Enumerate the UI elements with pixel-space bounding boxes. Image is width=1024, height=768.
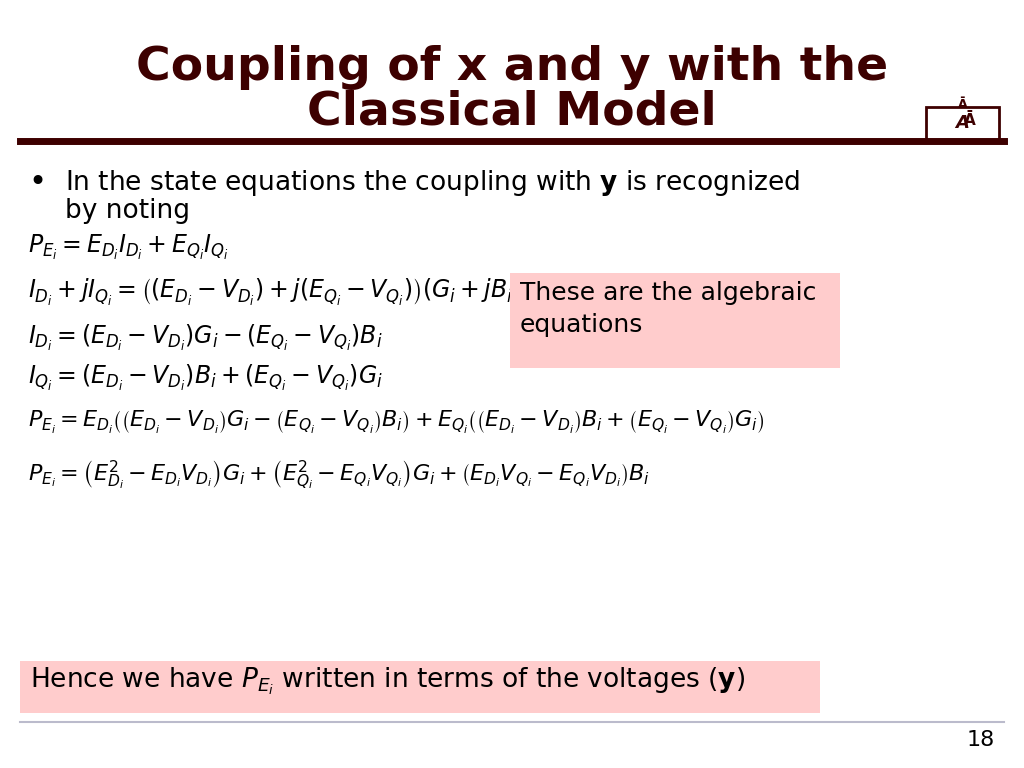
Text: $P_{E_i} = E_{D_i}\left(\left(E_{D_i}-V_{D_i}\right)G_i-\left(E_{Q_i}-V_{Q_i}\ri: $P_{E_i} = E_{D_i}\left(\left(E_{D_i}-V_… [28,408,765,435]
Text: •: • [28,168,46,197]
Text: Hence we have $P_{E_i}$ written in terms of the voltages ($\mathbf{y}$): Hence we have $P_{E_i}$ written in terms… [30,665,745,697]
Text: 18: 18 [967,730,995,750]
Text: Ā: Ā [957,98,968,111]
Text: A: A [955,114,970,132]
Text: In the state equations the coupling with $\mathbf{y}$ is recognized: In the state equations the coupling with… [65,168,800,198]
FancyBboxPatch shape [20,661,820,713]
FancyBboxPatch shape [510,273,840,368]
Text: $I_{D_i} + jI_{Q_i} = \left(\left(E_{D_i}-V_{D_i}\right)+j\left(E_{Q_i}-V_{Q_i}\: $I_{D_i} + jI_{Q_i} = \left(\left(E_{D_i… [28,276,521,307]
Text: $I_{D_i} = \left(E_{D_i}-V_{D_i}\right)G_i - \left(E_{Q_i}-V_{Q_i}\right)B_i$: $I_{D_i} = \left(E_{D_i}-V_{D_i}\right)G… [28,323,383,353]
Text: equations: equations [520,313,643,337]
Text: $P_{E_i} = \left(E_{D_i}^2 - E_{D_i}V_{D_i}\right)G_i + \left(E_{Q_i}^2 - E_{Q_i: $P_{E_i} = \left(E_{D_i}^2 - E_{D_i}V_{D… [28,458,650,492]
Text: $I_{Q_i} = \left(E_{D_i}-V_{D_i}\right)B_i + \left(E_{Q_i}-V_{Q_i}\right)G_i$: $I_{Q_i} = \left(E_{D_i}-V_{D_i}\right)B… [28,363,383,393]
Text: These are the algebraic: These are the algebraic [520,281,816,305]
Text: Ā: Ā [965,113,976,128]
Text: Classical Model: Classical Model [307,90,717,134]
Text: $P_{E_i} = E_{D_i}I_{D_i} + E_{Q_i}I_{Q_i}$: $P_{E_i} = E_{D_i}I_{D_i} + E_{Q_i}I_{Q_… [28,233,228,262]
Text: by noting: by noting [65,198,190,224]
Text: Coupling of x and y with the: Coupling of x and y with the [136,45,888,91]
